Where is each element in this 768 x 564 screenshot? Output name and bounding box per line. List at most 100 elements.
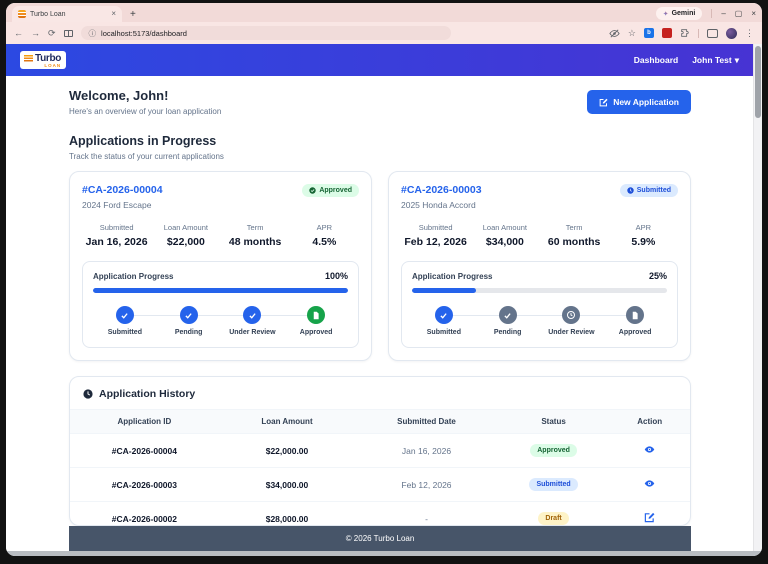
url-text: localhost:5173/dashboard (101, 28, 187, 38)
tab-title: Turbo Loan (30, 10, 66, 18)
check-icon (115, 306, 134, 324)
back-icon[interactable]: ← (14, 27, 23, 38)
application-id-link[interactable]: #CA-2026-00003 (401, 184, 482, 196)
split-view-icon[interactable] (63, 29, 73, 37)
step-under-review: Under Review (540, 306, 604, 336)
password-eye-off-icon[interactable] (609, 28, 620, 39)
new-tab-button[interactable]: + (130, 9, 136, 20)
chevron-down-icon: ▾ (734, 54, 739, 65)
address-bar[interactable]: ⓘ localhost:5173/dashboard (80, 26, 451, 40)
step-approved: Approved (603, 306, 667, 336)
page-scrollbar[interactable] (753, 44, 762, 551)
progress-label: Application Progress (93, 271, 174, 281)
progress-steps: Submitted Pending Under Review (412, 306, 667, 336)
tab-group-icon[interactable] (707, 28, 718, 38)
row-date: Jan 16, 2026 (355, 433, 498, 468)
application-history-card: Application History Application ID Loan … (69, 376, 691, 526)
nav-user-menu[interactable]: John Test ▾ (692, 54, 739, 66)
progress-percent: 100% (324, 271, 348, 281)
stat: Submitted Feb 12, 2026 (404, 223, 467, 248)
new-application-button[interactable]: New Application (587, 90, 691, 114)
col-loan-amount: Loan Amount (218, 409, 356, 434)
edit-icon (599, 98, 608, 106)
browser-tabstrip: Turbo Loan × + ✦ Gemini – ▢ × (6, 3, 762, 22)
gemini-button[interactable]: ✦ Gemini (655, 7, 703, 20)
table-row: #CA-2026-00002 $28,000.00 - Draft (70, 501, 690, 525)
extension-red-icon[interactable] (662, 28, 672, 38)
progress-box: Application Progress 25% Submitted (401, 261, 678, 348)
application-card: #CA-2026-00003 2025 Honda Accord Submitt… (388, 171, 691, 361)
welcome-subtitle: Here's an overview of your loan applicat… (69, 107, 222, 116)
row-amount: $22,000.00 (218, 433, 356, 468)
welcome-title: Welcome, John! (69, 88, 169, 103)
logo-brand-sub: LOAN (44, 63, 62, 68)
row-amount: $28,000.00 (218, 501, 356, 525)
maximize-button[interactable]: ▢ (734, 8, 743, 18)
minimize-button[interactable]: – (721, 8, 726, 18)
history-table: Application ID Loan Amount Submitted Dat… (70, 409, 690, 525)
extension-b-icon[interactable]: b (644, 28, 654, 38)
row-id: #CA-2026-00002 (70, 501, 219, 525)
status-badge: Submitted (529, 478, 578, 491)
more-menu-icon[interactable]: ⋮ (745, 27, 754, 38)
scrollbar-thumb[interactable] (755, 46, 761, 118)
application-card: #CA-2026-00004 2024 Ford Escape Approved… (69, 171, 372, 361)
page: Turbo LOAN Dashboard John Test ▾ Welcome,… (6, 44, 753, 551)
eye-icon (644, 480, 655, 487)
progress-label: Application Progress (412, 271, 493, 281)
section-subtitle: Track the status of your current applica… (69, 152, 224, 161)
view-button[interactable] (644, 477, 655, 492)
close-tab-icon[interactable]: × (111, 9, 116, 18)
step-submitted: Submitted (93, 306, 157, 336)
extensions-puzzle-icon[interactable] (680, 28, 690, 38)
bookmark-star-icon[interactable]: ☆ (627, 27, 636, 38)
history-title: Application History (99, 388, 196, 400)
row-id: #CA-2026-00003 (70, 467, 219, 502)
vehicle-name: 2025 Honda Accord (401, 200, 476, 210)
main-nav: Dashboard John Test ▾ (634, 55, 739, 66)
stat: APR 5.9% (631, 223, 656, 248)
history-clock-icon (83, 389, 93, 399)
check-icon (243, 306, 262, 324)
app-header: Turbo LOAN Dashboard John Test ▾ (6, 44, 753, 76)
profile-avatar[interactable] (726, 27, 737, 39)
progress-bar (93, 288, 348, 293)
edit-button[interactable] (644, 511, 655, 525)
page-footer: © 2026 Turbo Loan (69, 526, 691, 551)
tab-favicon (18, 10, 26, 18)
site-info-icon[interactable]: ⓘ (88, 28, 97, 38)
check-icon (434, 306, 453, 324)
browser-tab[interactable]: Turbo Loan × (12, 6, 122, 22)
check-circle-icon (309, 187, 317, 194)
status-badge: Draft (538, 512, 569, 525)
clock-icon (562, 306, 581, 324)
section-title: Applications in Progress (69, 134, 217, 148)
col-action: Action (609, 409, 690, 434)
step-pending: Pending (476, 306, 540, 336)
nav-dashboard[interactable]: Dashboard (633, 55, 679, 65)
stat: Loan Amount $22,000 (163, 223, 208, 248)
view-button[interactable] (644, 443, 655, 458)
step-approved: Approved (284, 306, 348, 336)
row-date: - (355, 501, 498, 525)
browser-toolbar: ← → ⟳ ⓘ localhost:5173/dashboard ☆ b ⋮ (6, 22, 762, 44)
logo-brand: Turbo (35, 53, 62, 64)
divider (698, 28, 699, 38)
turbo-loan-logo[interactable]: Turbo LOAN (20, 51, 67, 69)
col-application-id: Application ID (70, 409, 219, 434)
stat: Submitted Jan 16, 2026 (85, 223, 148, 248)
status-badge: Approved (530, 444, 577, 457)
table-row: #CA-2026-00003 $34,000.00 Feb 12, 2026 S… (70, 467, 690, 502)
main-content: Welcome, John! Here's an overview of you… (6, 76, 753, 551)
browser-window: Turbo Loan × + ✦ Gemini – ▢ × ← → ⟳ ⓘ lo… (6, 3, 762, 556)
edit-icon (644, 512, 655, 523)
reload-icon[interactable]: ⟳ (48, 27, 56, 38)
step-pending: Pending (157, 306, 221, 336)
vehicle-name: 2024 Ford Escape (82, 200, 152, 210)
forward-icon[interactable]: → (31, 27, 40, 38)
gemini-label: Gemini (671, 10, 696, 17)
row-date: Feb 12, 2026 (355, 467, 498, 502)
stat: Term 60 months (547, 223, 601, 248)
application-id-link[interactable]: #CA-2026-00004 (82, 184, 163, 196)
close-window-button[interactable]: × (751, 8, 756, 18)
